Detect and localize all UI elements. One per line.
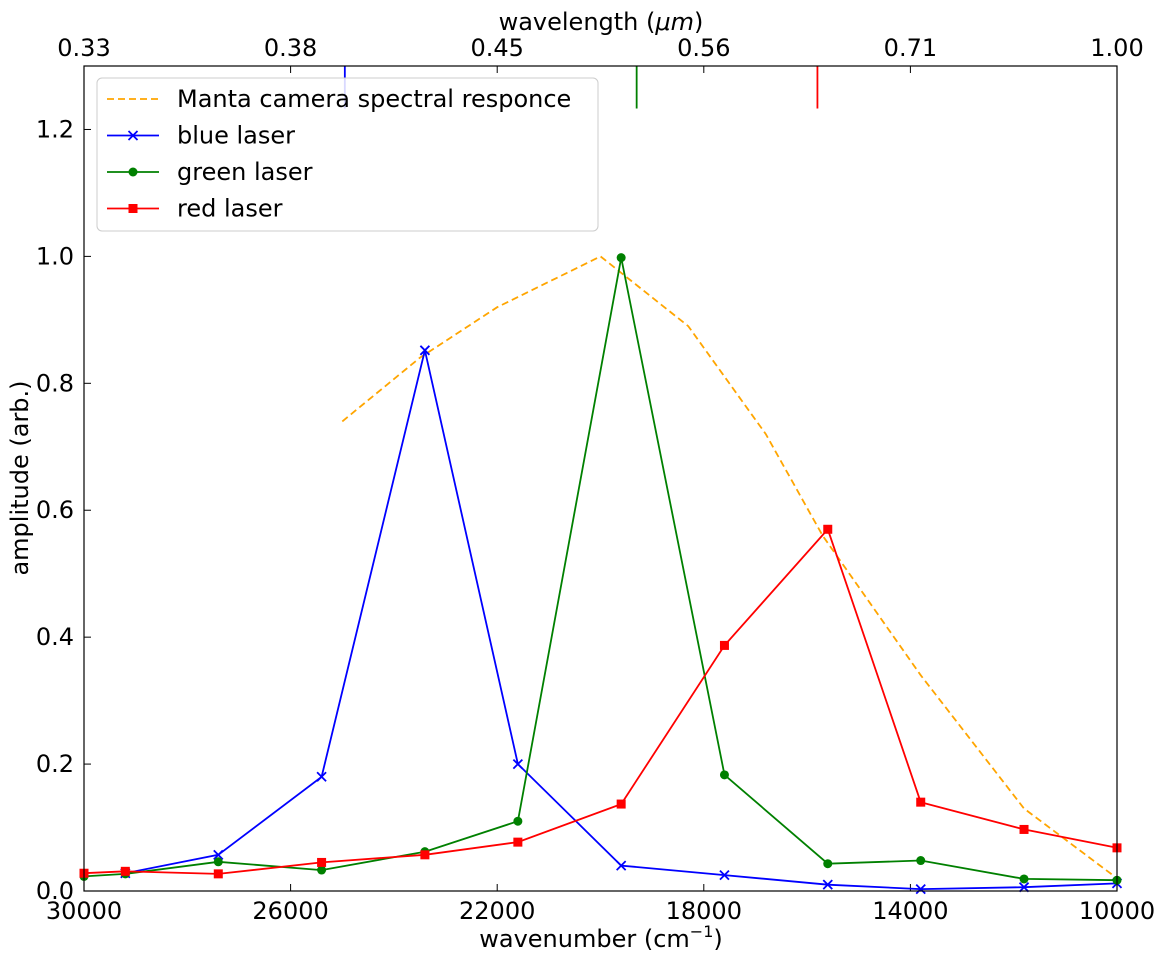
x-tick-label: 22000 bbox=[459, 897, 535, 925]
data-point bbox=[719, 869, 730, 881]
top-tick-label: 1.00 bbox=[1090, 34, 1143, 62]
data-point bbox=[513, 816, 523, 826]
y-tick-label: 0.4 bbox=[36, 623, 74, 651]
y-tick-label: 0.2 bbox=[36, 750, 74, 778]
y-tick-label: 0.6 bbox=[36, 496, 74, 524]
data-point bbox=[616, 253, 626, 263]
legend-label: blue laser bbox=[177, 122, 295, 150]
data-point bbox=[317, 865, 327, 875]
legend-box bbox=[96, 77, 599, 232]
legend-label: Manta camera spectral responce bbox=[177, 85, 571, 113]
data-point bbox=[317, 857, 327, 867]
series-layer bbox=[79, 253, 1123, 895]
top-tick-label: 0.45 bbox=[470, 34, 523, 62]
data-point bbox=[316, 771, 327, 782]
legend-marker bbox=[128, 204, 138, 213]
x-axis-label: wavenumber (cm−1) bbox=[479, 922, 723, 953]
data-point bbox=[1018, 882, 1030, 893]
data-point bbox=[1019, 824, 1029, 834]
x-tick-label: 30000 bbox=[46, 897, 122, 925]
data-point bbox=[513, 837, 523, 847]
top-axis-label: wavelength (μm) bbox=[499, 8, 704, 36]
series-2 bbox=[79, 253, 1122, 885]
x-tick-label: 18000 bbox=[666, 897, 742, 925]
legend-entry: blue laser bbox=[107, 122, 295, 150]
data-point bbox=[916, 856, 926, 866]
data-point bbox=[213, 869, 223, 879]
data-point bbox=[616, 799, 626, 809]
legend-marker bbox=[128, 167, 138, 177]
top-tick-label: 0.38 bbox=[264, 34, 317, 62]
x-tick-label: 26000 bbox=[252, 897, 328, 925]
data-point bbox=[420, 850, 430, 860]
y-tick-label: 1.0 bbox=[36, 242, 74, 270]
top-tick-label: 0.33 bbox=[57, 34, 110, 62]
data-point bbox=[120, 866, 130, 876]
x-axis-ticks: 30000 26000 22000 18000 14000 10000 bbox=[46, 884, 1155, 925]
data-point bbox=[915, 883, 926, 895]
series-line bbox=[83, 257, 1118, 882]
data-point bbox=[719, 640, 729, 650]
y-tick-label: 0.8 bbox=[36, 369, 74, 397]
series-1 bbox=[120, 345, 1123, 895]
data-point bbox=[1019, 874, 1029, 884]
top-tick-label: 0.71 bbox=[884, 34, 937, 62]
series-line bbox=[83, 527, 1118, 875]
plot-frame bbox=[83, 65, 1118, 892]
data-point bbox=[616, 860, 627, 871]
legend-entry: red laser bbox=[107, 195, 283, 223]
y-axis-label: amplitude (arb.) bbox=[6, 380, 34, 575]
data-point bbox=[823, 524, 833, 534]
legend: Manta camera spectral responce blue laser… bbox=[96, 77, 599, 232]
data-point bbox=[213, 857, 223, 867]
top-tick-label: 0.56 bbox=[677, 34, 730, 62]
x-tick-label: 10000 bbox=[1079, 897, 1155, 925]
legend-label: red laser bbox=[177, 195, 283, 223]
data-point bbox=[213, 849, 224, 860]
legend-marker bbox=[127, 130, 139, 141]
y-tick-label: 0.0 bbox=[36, 877, 74, 905]
data-point bbox=[719, 770, 729, 780]
data-point bbox=[512, 758, 523, 770]
legend-entry: Manta camera spectral responce bbox=[107, 85, 571, 113]
legend-label: green laser bbox=[177, 158, 313, 186]
series-0 bbox=[341, 255, 1118, 880]
legend-entry: green laser bbox=[107, 158, 313, 186]
y-tick-label: 1.2 bbox=[36, 115, 74, 143]
y-axis-ticks: 0.0 0.2 0.4 0.6 0.8 1.0 1.2 bbox=[36, 115, 91, 905]
data-point bbox=[822, 879, 833, 890]
data-point bbox=[419, 345, 431, 356]
x-tick-label: 14000 bbox=[872, 897, 948, 925]
top-axis-ticks: 0.33 0.38 0.45 0.56 0.71 1.00 bbox=[57, 34, 1144, 73]
data-point bbox=[916, 797, 926, 807]
series-line bbox=[341, 255, 1118, 880]
data-point bbox=[823, 859, 833, 869]
series-3 bbox=[79, 524, 1122, 879]
